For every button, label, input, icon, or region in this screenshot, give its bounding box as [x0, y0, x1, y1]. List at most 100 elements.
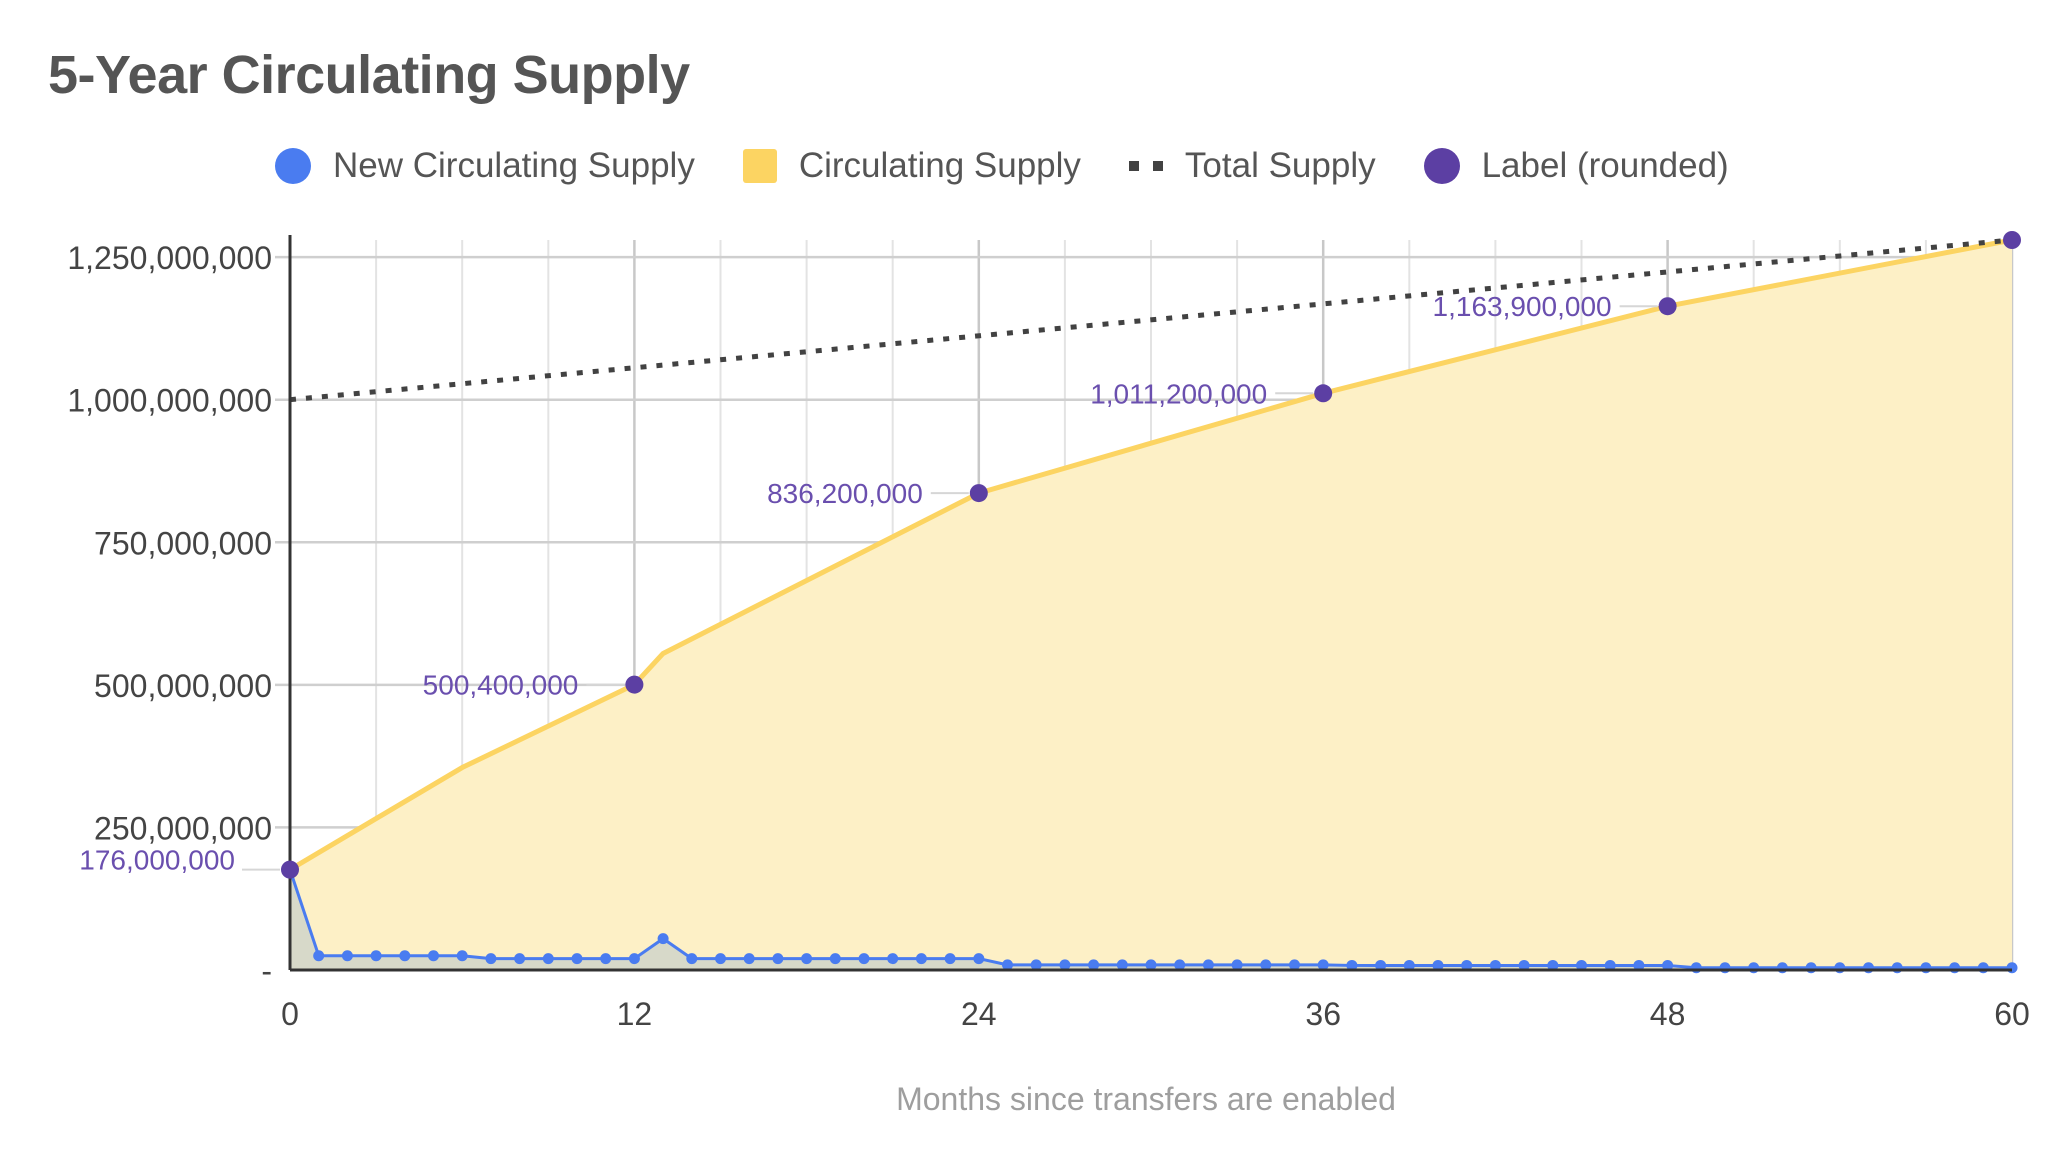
new-circulating-supply-point: [1891, 962, 1903, 974]
legend-swatch-dots-icon: [1128, 161, 1163, 171]
legend-label: Circulating Supply: [798, 146, 1081, 185]
new-circulating-supply-point: [1748, 962, 1760, 974]
x-tick-label: 12: [617, 996, 653, 1032]
new-circulating-supply-point: [1088, 959, 1100, 971]
new-circulating-supply-point: [428, 950, 439, 962]
new-circulating-supply-point: [571, 953, 583, 965]
new-circulating-supply-point: [1461, 959, 1473, 971]
new-circulating-supply-point: [456, 950, 468, 962]
new-circulating-supply-point: [1116, 959, 1128, 971]
new-circulating-supply-point: [1576, 959, 1587, 971]
legend-label: Label (rounded): [1481, 146, 1729, 185]
new-circulating-supply-point: [341, 950, 353, 962]
new-circulating-supply-point: [1375, 959, 1387, 971]
new-circulating-supply-point: [1403, 959, 1415, 971]
new-circulating-supply-point: [657, 933, 669, 945]
legend-item-new-circulating-supply[interactable]: New Circulating Supply: [275, 146, 695, 186]
new-circulating-supply-point: [1776, 962, 1788, 974]
circulating-supply-area: [290, 240, 2012, 970]
new-circulating-supply-point: [628, 953, 640, 965]
label-point: [1658, 297, 1677, 316]
legend-swatch-circle-icon: [1423, 148, 1460, 184]
label-point: [969, 484, 988, 503]
new-circulating-supply-point: [1489, 959, 1501, 971]
new-circulating-supply-point: [1059, 959, 1071, 971]
new-circulating-supply-point: [1604, 959, 1616, 971]
label-point: [1314, 384, 1333, 403]
new-circulating-supply-point: [801, 953, 813, 965]
new-circulating-supply-point: [1920, 962, 1932, 974]
new-circulating-supply-point: [1863, 962, 1874, 974]
new-circulating-supply-point: [399, 950, 411, 962]
data-label: 1,163,900,000: [1433, 291, 1612, 322]
x-tick-label: 24: [961, 996, 997, 1032]
new-circulating-supply-point: [1834, 962, 1846, 974]
x-tick-label: 60: [1994, 996, 2030, 1032]
new-circulating-supply-point: [772, 953, 784, 965]
new-circulating-supply-point: [1346, 959, 1358, 971]
new-circulating-supply-point: [1633, 959, 1645, 971]
new-circulating-supply-point: [686, 953, 698, 965]
total-supply-line: [289, 237, 2013, 403]
new-circulating-supply-point: [1690, 962, 1702, 974]
new-circulating-supply-point: [1145, 959, 1157, 971]
new-circulating-supply-point: [915, 953, 927, 965]
y-tick-label: -: [261, 953, 272, 989]
new-circulating-supply-point: [829, 953, 841, 965]
x-axis-title: Months since transfers are enabled: [896, 1081, 1396, 1117]
new-circulating-supply-point: [1317, 959, 1329, 971]
y-tick-label: 1,250,000,000: [67, 240, 272, 276]
new-circulating-supply-point: [1805, 962, 1817, 974]
legend-item-total-supply[interactable]: Total Supply: [1128, 146, 1376, 186]
data-label: 1,011,200,000: [1090, 378, 1267, 409]
new-circulating-supply-point: [1719, 962, 1731, 974]
new-circulating-supply-point: [1547, 959, 1559, 971]
chart-title: 5-Year Circulating Supply: [48, 45, 690, 105]
legend-item-label-rounded[interactable]: Label (rounded): [1423, 146, 1729, 186]
x-tick-label: 48: [1650, 996, 1686, 1032]
new-circulating-supply-point: [485, 953, 497, 965]
label-point: [2003, 231, 2021, 249]
new-circulating-supply-point: [1231, 959, 1243, 971]
new-circulating-supply-point: [1289, 959, 1300, 971]
y-tick-label: 1,000,000,000: [67, 383, 272, 419]
y-tick-label: 500,000,000: [94, 668, 272, 704]
new-circulating-supply-point: [1174, 959, 1186, 971]
y-tick-label: 750,000,000: [94, 525, 272, 561]
new-circulating-supply-point: [1518, 959, 1530, 971]
new-circulating-supply-point: [2006, 962, 2018, 974]
data-label: 500,400,000: [423, 670, 579, 701]
new-circulating-supply-point: [600, 953, 612, 965]
label-point: [281, 860, 299, 879]
x-tick-label: 36: [1305, 996, 1341, 1032]
new-circulating-supply-point: [370, 950, 382, 962]
new-circulating-supply-point: [887, 953, 899, 965]
new-circulating-supply-point: [973, 953, 985, 965]
label-point: [625, 675, 644, 694]
data-label: 836,200,000: [767, 478, 923, 509]
new-circulating-supply-point: [944, 953, 956, 965]
legend-item-circulating-supply[interactable]: Circulating Supply: [742, 146, 1081, 186]
legend: New Circulating Supply Circulating Suppl…: [275, 138, 1777, 194]
legend-swatch-square-icon: [742, 149, 777, 183]
new-circulating-supply-point: [542, 953, 554, 965]
new-circulating-supply-point: [858, 953, 870, 965]
new-circulating-supply-point: [1030, 959, 1042, 971]
y-tick-label: 250,000,000: [94, 810, 272, 846]
legend-label: Total Supply: [1184, 146, 1376, 185]
new-circulating-supply-point: [1949, 962, 1961, 974]
new-circulating-supply-point: [1002, 959, 1013, 971]
circulating-supply-line: [288, 237, 2013, 872]
legend-swatch-circle-icon: [275, 148, 311, 184]
new-circulating-supply-point: [514, 953, 526, 965]
new-circulating-supply-point: [1662, 959, 1674, 971]
new-circulating-supply-point: [1977, 962, 1989, 974]
new-circulating-supply-point: [1260, 959, 1272, 971]
legend-label: New Circulating Supply: [333, 146, 695, 185]
x-tick-label: 0: [281, 996, 299, 1032]
new-circulating-supply-point: [1432, 959, 1444, 971]
data-label: 176,000,000: [79, 845, 235, 876]
new-circulating-supply-point: [1202, 959, 1214, 971]
new-circulating-supply-point: [743, 953, 755, 965]
